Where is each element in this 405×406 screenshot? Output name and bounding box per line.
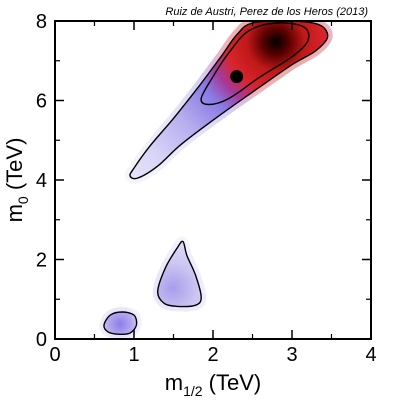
y-tick-label: 4 [36,170,47,192]
y-axis-label-main: m [2,204,27,222]
y-tick-labels: 0 2 4 6 8 [36,11,47,351]
axis-ticks [54,20,372,340]
y-axis-label-subscript: 0 [15,196,31,204]
y-tick-label: 8 [36,11,47,33]
best-fit-point-marker [230,70,244,84]
y-axis-label-unit: (TeV) [2,138,27,197]
region-3-density-fill [103,312,137,335]
credible-contours [103,21,329,336]
y-tick-label: 2 [36,250,47,272]
x-tick-label: 2 [207,344,218,366]
y-tick-label: 6 [36,91,47,113]
x-tick-label: 1 [128,344,139,366]
region-1-density-fill [129,21,328,179]
x-tick-labels: 0 1 2 3 4 [49,344,376,366]
x-tick-label: 0 [49,344,60,366]
y-tick-label: 0 [36,329,47,351]
x-axis-label: m1/2 (TeV) [165,370,261,399]
x-axis-label-main: m [165,370,183,395]
x-tick-label: 3 [286,344,297,366]
credit-annotation: Ruiz de Austri, Perez de los Heros (2013… [165,6,368,18]
x-axis-label-unit: (TeV) [203,370,262,395]
region-1-outer-contour [129,21,329,180]
y-axis-label: m0 (TeV) [2,138,31,223]
x-axis-label-subscript: 1/2 [183,383,203,399]
region-1-inner-contour [200,22,310,106]
x-tick-label: 4 [365,344,376,366]
region-2-outer-contour [156,240,202,308]
region-3-outer-contour [103,311,138,336]
region-2-density-fill [157,241,202,307]
